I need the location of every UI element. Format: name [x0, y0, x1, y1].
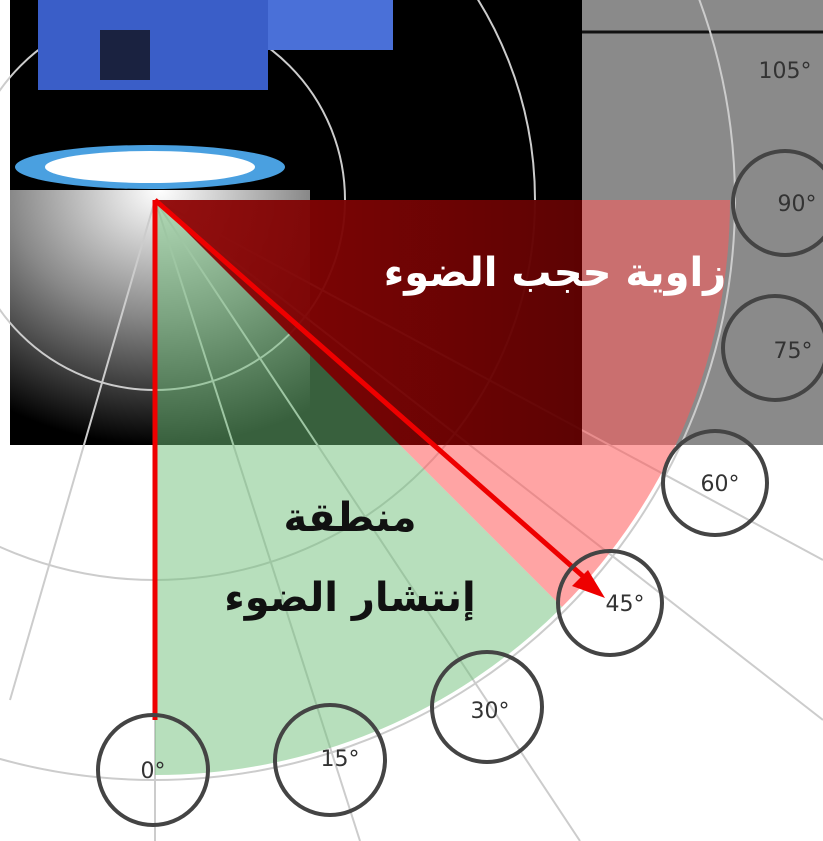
cutoff-label: زاوية حجب الضوء [384, 250, 726, 296]
angle-label: 30° [471, 699, 510, 724]
angle-markers: 0° 15° 30° 45° 60° 75° 90° 105° [96, 59, 823, 827]
angle-label: 105° [759, 59, 812, 84]
angle-label: 45° [606, 592, 645, 617]
angle-label: 75° [774, 339, 813, 364]
angle-label: 15° [321, 747, 360, 772]
angle-label: 90° [778, 192, 817, 217]
spread-label: منطقة [283, 495, 416, 541]
cutoff-overlay [155, 200, 582, 445]
spread-sector [155, 200, 562, 776]
red-lines [152, 198, 587, 720]
angle-label: 60° [701, 472, 740, 497]
arrowhead [572, 570, 605, 598]
spread-label: إنتشار الضوء [224, 575, 475, 621]
angle-label: 0° [141, 759, 166, 784]
lamp [15, 0, 393, 189]
